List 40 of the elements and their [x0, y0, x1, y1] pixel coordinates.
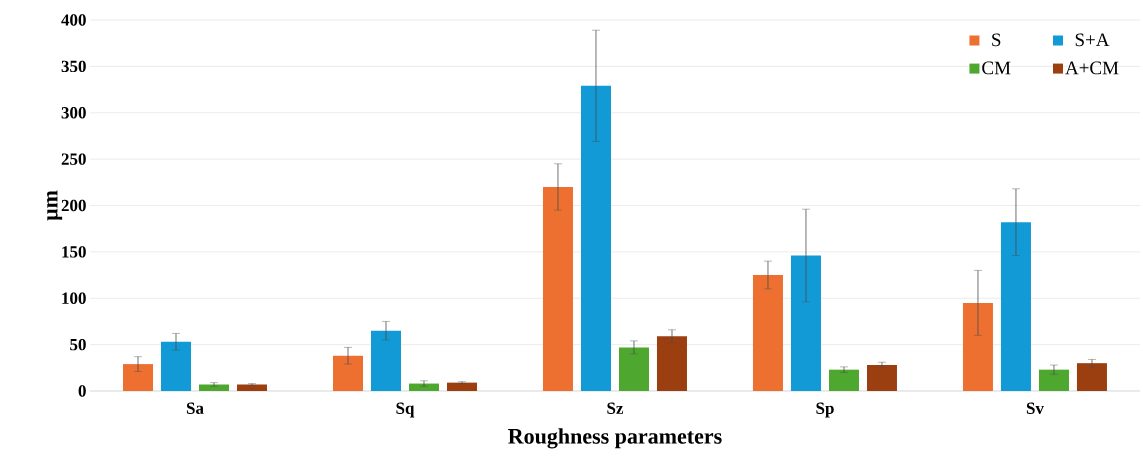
x-tick-label: Sq	[396, 402, 415, 418]
bar	[656, 336, 687, 391]
bar	[237, 384, 267, 391]
legend-label: CM	[982, 61, 1011, 75]
bar	[866, 365, 897, 391]
bar	[828, 369, 859, 391]
bar	[618, 347, 649, 391]
y-tick-label: 400	[61, 14, 86, 26]
x-tick-label: Sz	[607, 402, 624, 414]
legend-label: A+CM	[1065, 61, 1119, 75]
bar	[790, 255, 821, 391]
x-axis-title: Roughness parameters	[508, 428, 722, 449]
y-tick-label: 0	[78, 385, 86, 397]
y-tick-label: 200	[61, 199, 86, 212]
bar	[199, 384, 229, 391]
x-tick-label: Sa	[186, 402, 204, 414]
bar	[446, 382, 477, 391]
bar	[371, 330, 401, 391]
bar	[962, 302, 993, 391]
bar	[1038, 369, 1069, 391]
x-tick-label: Sv	[1026, 402, 1044, 414]
y-tick-label: 50	[70, 338, 86, 351]
y-tick-label: 100	[62, 292, 86, 304]
bar	[409, 383, 439, 391]
bar	[580, 85, 611, 391]
bar	[1000, 222, 1031, 391]
y-tick-label: 350	[61, 60, 86, 73]
x-tick-label: Sp	[816, 402, 834, 418]
legend-label: S	[992, 33, 1001, 47]
y-tick-label: 250	[61, 153, 86, 165]
bar	[1076, 363, 1107, 391]
bar	[333, 355, 363, 391]
legend-label: S+A	[1075, 33, 1110, 47]
bar	[542, 186, 573, 391]
bar	[161, 341, 192, 391]
y-axis-title: μm	[47, 190, 63, 221]
y-tick-label: 150	[62, 246, 86, 258]
bar	[123, 364, 154, 391]
y-tick-label: 300	[61, 107, 86, 119]
bar	[752, 275, 783, 391]
